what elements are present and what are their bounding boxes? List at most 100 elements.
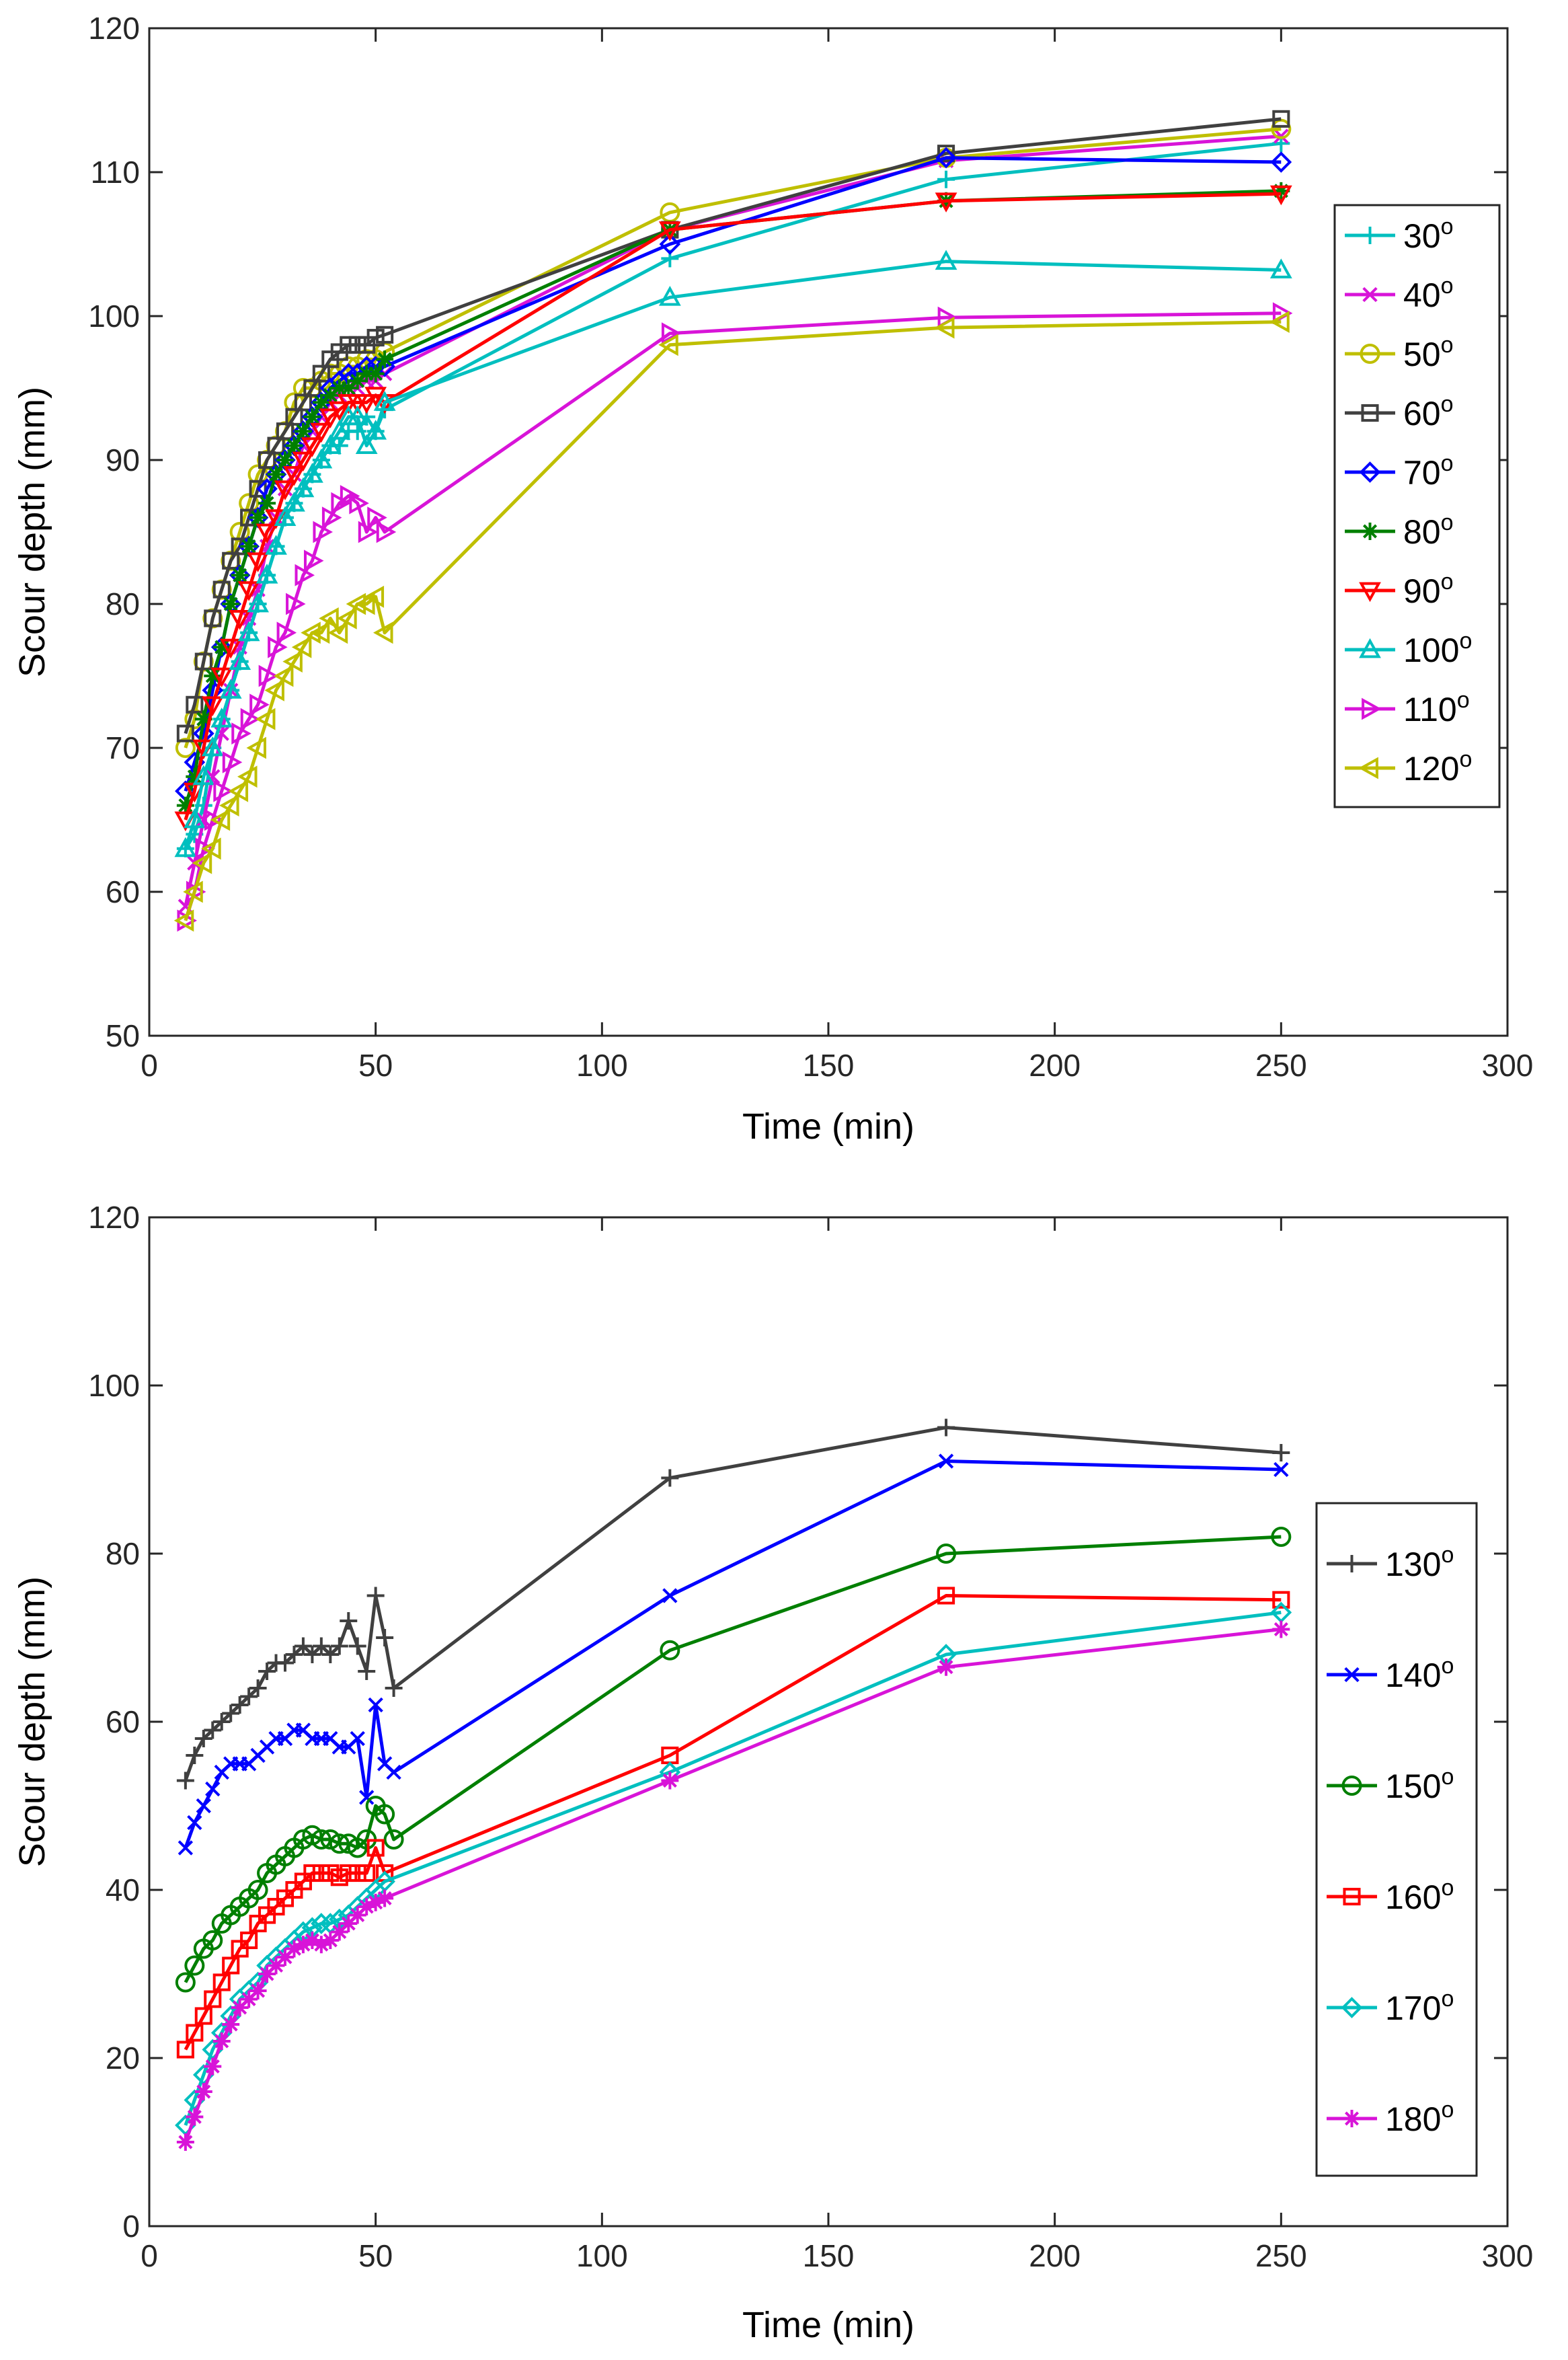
data-point-180 xyxy=(340,1915,358,1932)
data-point-80 xyxy=(285,436,303,455)
data-point-70 xyxy=(659,233,681,255)
data-point-120 xyxy=(264,679,284,701)
x-tick-label: 150 xyxy=(803,2238,855,2273)
data-point-180 xyxy=(285,1940,303,1958)
data-point-150 xyxy=(247,1880,268,1900)
data-point-130 xyxy=(376,1629,394,1646)
data-point-160 xyxy=(348,1864,366,1882)
data-point-160 xyxy=(194,2007,212,2025)
data-point-140 xyxy=(359,1790,375,1805)
data-point-130 xyxy=(276,1654,294,1672)
data-point-180 xyxy=(937,1658,955,1676)
data-point-140 xyxy=(386,1764,401,1780)
x-tick-label: 150 xyxy=(803,1048,855,1083)
data-point-60 xyxy=(204,609,222,627)
data-point-120 xyxy=(201,837,221,860)
data-point-180 xyxy=(661,1772,679,1790)
data-point-160 xyxy=(312,1864,330,1882)
data-point-150 xyxy=(338,1833,359,1854)
data-point-120 xyxy=(237,765,258,788)
data-point-100 xyxy=(658,286,681,306)
x-tick-label: 250 xyxy=(1255,2238,1307,2273)
y-tick-label: 110 xyxy=(91,155,140,190)
data-point-40 xyxy=(196,812,211,828)
y-tick-label: 120 xyxy=(88,1200,140,1235)
data-point-120 xyxy=(291,636,312,658)
data-point-180 xyxy=(240,1990,258,2008)
x-tick-label: 50 xyxy=(358,1048,393,1083)
data-point-120 xyxy=(210,808,231,831)
data-point-130 xyxy=(366,1587,385,1605)
series-line-160 xyxy=(184,1594,1282,2051)
legend-degree-sup: o xyxy=(1441,273,1454,299)
data-point-90 xyxy=(210,667,233,688)
data-point-150 xyxy=(660,1640,680,1661)
legend-marker-80 xyxy=(1361,523,1379,540)
data-point-60 xyxy=(176,724,194,743)
data-point-110 xyxy=(376,521,397,543)
data-point-120 xyxy=(364,585,385,608)
data-point-80 xyxy=(204,667,222,685)
data-point-160 xyxy=(358,1864,376,1882)
data-point-130 xyxy=(249,1679,267,1697)
series-150 xyxy=(175,1527,1292,1993)
data-point-130 xyxy=(385,1679,403,1697)
data-point-100 xyxy=(265,535,287,555)
data-point-80 xyxy=(321,386,340,404)
data-point-130 xyxy=(348,1637,366,1655)
data-point-90 xyxy=(229,610,251,630)
data-point-180 xyxy=(258,1965,276,1983)
data-point-130 xyxy=(303,1646,321,1663)
legend-marker-100 xyxy=(1359,638,1381,658)
legend-marker-70 xyxy=(1359,461,1381,483)
data-point-180 xyxy=(294,1936,312,1954)
plot-area-bottom xyxy=(148,1216,1509,2228)
data-point-110 xyxy=(222,751,243,773)
data-point-60 xyxy=(340,336,358,354)
data-point-80 xyxy=(222,595,240,613)
data-point-140 xyxy=(178,1840,194,1856)
data-point-130 xyxy=(222,1704,240,1722)
data-point-80 xyxy=(258,494,276,512)
legend-degree-sup: o xyxy=(1441,1986,1454,2012)
data-point-80 xyxy=(267,465,285,484)
data-point-120 xyxy=(658,334,678,356)
data-point-60 xyxy=(1272,110,1290,128)
data-point-140 xyxy=(662,1588,678,1603)
data-point-120 xyxy=(282,650,303,673)
data-point-180 xyxy=(376,1889,394,1907)
legend-label-40: 40o xyxy=(1403,273,1454,314)
data-point-180 xyxy=(249,1982,267,2000)
legend-marker-50 xyxy=(1360,344,1380,364)
data-point-60 xyxy=(258,451,276,469)
data-point-90 xyxy=(301,437,323,457)
data-point-60 xyxy=(212,580,231,599)
data-point-130 xyxy=(285,1646,303,1663)
data-point-130 xyxy=(294,1637,312,1655)
data-point-80 xyxy=(348,372,366,390)
data-point-90 xyxy=(283,466,305,486)
data-point-130 xyxy=(194,1730,212,1747)
data-point-100 xyxy=(283,492,305,512)
data-point-180 xyxy=(330,1923,348,1941)
data-point-40 xyxy=(1273,128,1289,144)
data-point-100 xyxy=(301,463,323,483)
y-tick-label: 40 xyxy=(106,1872,140,1907)
data-point-140 xyxy=(205,1781,221,1797)
series-110 xyxy=(177,302,1293,932)
data-point-30 xyxy=(937,170,955,188)
data-point-60 xyxy=(186,695,204,714)
data-point-80 xyxy=(294,422,312,441)
data-point-90 xyxy=(237,581,260,601)
legend-degree-sup: o xyxy=(1441,1542,1454,1568)
series-140 xyxy=(178,1453,1289,1856)
data-point-150 xyxy=(184,1955,205,1976)
data-point-110 xyxy=(249,693,270,716)
y-tick-label: 90 xyxy=(106,443,140,478)
data-point-60 xyxy=(294,393,312,412)
series-120 xyxy=(173,311,1290,932)
x-axis-label-bottom: Time (min) xyxy=(742,2305,914,2345)
data-point-120 xyxy=(192,851,212,874)
plot-area-top xyxy=(148,27,1509,1037)
